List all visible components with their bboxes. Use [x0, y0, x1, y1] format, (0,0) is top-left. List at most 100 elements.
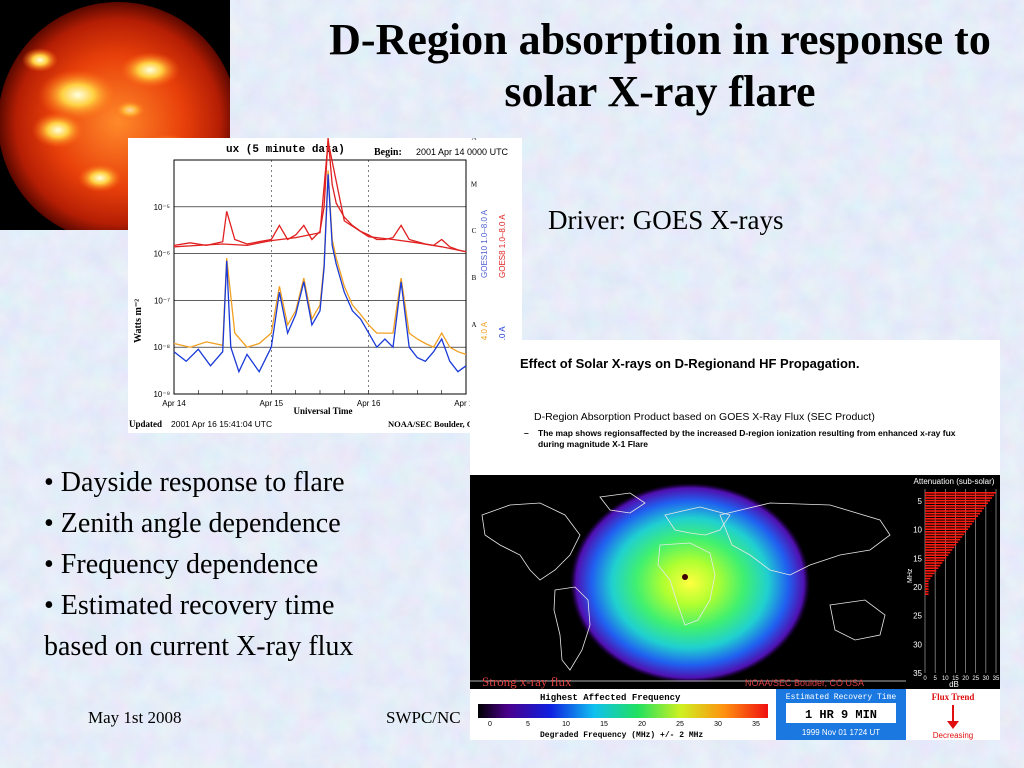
- attenuation-bar: [925, 567, 939, 569]
- attenuation-bar: [925, 515, 979, 517]
- recovery-timestamp: 1999 Nov 01 1724 UT: [802, 728, 880, 737]
- bullet-item: • Frequency dependence: [44, 549, 319, 580]
- flare-class-label: X: [471, 138, 476, 142]
- map-product-line: D-Region Absorption Product based on GOE…: [534, 411, 875, 423]
- chart-title: ux (5 minute data): [226, 144, 345, 156]
- series-line: [173, 174, 467, 374]
- footer-organization: SWPC/NC: [386, 708, 461, 727]
- series-line: [173, 141, 467, 253]
- colorbar-tick-label: 5: [526, 721, 530, 728]
- sub-solar-point: [682, 574, 688, 580]
- attenuation-bar: [925, 538, 961, 541]
- attenuation-bar: [925, 546, 955, 549]
- map-heading: Effect of Solar X-rays on D-Regionand HF…: [520, 356, 860, 371]
- begin-value: 2001 Apr 14 0000 UTC: [416, 147, 509, 157]
- y-tick-label: 10⁻⁷: [154, 296, 170, 305]
- attenuation-bar: [925, 583, 929, 585]
- d-region-absorption-panel: Effect of Solar X-rays on D-Regionand HF…: [470, 340, 1000, 740]
- attenuation-bar: [925, 544, 957, 546]
- attenuation-bar: [925, 497, 993, 499]
- attenuation-bar: [925, 593, 929, 595]
- attenuation-tick-label: 15: [952, 676, 959, 682]
- legend-label: GOES8 1.0–8.0 A: [498, 214, 507, 278]
- slide-title: D-Region absorption in response to solar…: [329, 15, 991, 116]
- down-arrow-icon: [947, 705, 959, 729]
- mhz-tick-label: 30: [913, 640, 922, 649]
- attenuation-bar: [925, 499, 991, 502]
- attenuation-tick-label: 25: [972, 676, 979, 682]
- attenuation-unit: dB: [949, 680, 959, 689]
- attenuation-bar: [925, 580, 929, 582]
- y-tick-label: 10⁻⁶: [154, 250, 170, 259]
- flare-class-label: A: [471, 321, 476, 329]
- attenuation-bar: [925, 585, 929, 588]
- x-tick-label: Apr 15: [260, 399, 284, 408]
- attenuation-bar: [925, 525, 971, 528]
- goes-chart-svg: ux (5 minute data) Begin: 2001 Apr 14 00…: [128, 138, 522, 433]
- mhz-tick-label: 10: [913, 526, 922, 535]
- colorbar-tick-label: 10: [562, 721, 570, 728]
- attenuation-bar: [925, 510, 983, 512]
- attenuation-tick-label: 10: [942, 676, 949, 682]
- mhz-tick-label: 15: [913, 554, 922, 563]
- mhz-tick-label: 25: [913, 612, 922, 621]
- bullet-item: • Zenith angle dependence: [44, 508, 341, 539]
- attenuation-bar: [925, 502, 989, 504]
- colorbar-tick-label: 0: [488, 721, 492, 728]
- bullet-item: based on current X-ray flux: [44, 631, 354, 662]
- recovery-value: 1 HR 9 MIN: [805, 708, 877, 722]
- attenuation-bar: [925, 572, 935, 575]
- flare-class-label: M: [471, 180, 478, 188]
- attenuation-bar: [925, 575, 933, 577]
- attenuation-bar: [925, 554, 949, 556]
- flux-trend-value: Decreasing: [933, 731, 973, 740]
- attenuation-bar: [925, 518, 977, 520]
- begin-label: Begin:: [374, 147, 402, 158]
- y-tick-label: 10⁻⁹: [153, 390, 170, 399]
- attenuation-bar: [925, 520, 975, 523]
- map-description: – The map shows regionsaffected by the i…: [524, 428, 978, 450]
- map-flux-label: Strong x-ray flux: [482, 674, 572, 689]
- colorbar-tick-label: 35: [752, 721, 760, 728]
- attenuation-bar: [925, 549, 953, 551]
- attenuation-bar: [925, 570, 937, 572]
- flux-trend-label: Flux Trend: [932, 692, 975, 702]
- bullet-item: • Estimated recovery time: [44, 590, 335, 621]
- attenuation-tick-label: 5: [933, 676, 937, 682]
- attenuation-bar: [925, 559, 945, 562]
- x-tick-label: Apr 17: [454, 399, 478, 408]
- legend-label: GOES10 1.0–8.0 A: [480, 209, 489, 278]
- bullet-item: • Dayside response to flare: [44, 467, 345, 498]
- attenuation-bar: [925, 588, 929, 590]
- y-tick-label: 10⁻⁵: [154, 203, 170, 212]
- attenuation-bar: [925, 531, 967, 533]
- goes-xray-chart: ux (5 minute data) Begin: 2001 Apr 14 00…: [128, 138, 522, 433]
- attenuation-bar: [925, 541, 959, 543]
- attenuation-bar: [925, 505, 987, 507]
- colorbar-tick-label: 15: [600, 721, 608, 728]
- attenuation-bar: [925, 536, 963, 538]
- attenuation-bar: [925, 494, 995, 497]
- flare-class-label: B: [472, 274, 477, 282]
- mhz-tick-label: 35: [913, 669, 922, 678]
- attenuation-bar: [925, 533, 965, 536]
- highest-frequency-label: Highest Affected Frequency: [540, 693, 681, 703]
- frequency-colorbar: [478, 704, 768, 718]
- source-label: NOAA/SEC Boulder, CO USA: [388, 419, 500, 429]
- attenuation-bar: [925, 590, 929, 593]
- attenuation-tick-label: 20: [962, 676, 969, 682]
- colorbar-tick-label: 30: [714, 721, 722, 728]
- recovery-label: Estimated Recovery Time: [786, 693, 897, 702]
- x-axis-label: Universal Time: [294, 406, 353, 416]
- continent-outlines: [470, 492, 906, 682]
- attenuation-bar: [925, 512, 981, 515]
- attenuation-bar: [925, 562, 943, 564]
- attenuation-bar: [925, 528, 969, 530]
- attenuation-title: Attenuation (sub-solar): [914, 477, 995, 486]
- colorbar-caption: Degraded Frequency (MHz) +/- 2 MHz: [540, 731, 703, 740]
- footer-date: May 1st 2008: [88, 708, 182, 727]
- description-dash: –: [524, 428, 529, 438]
- attenuation-bar: [925, 551, 951, 554]
- attenuation-tick-label: 30: [983, 676, 990, 682]
